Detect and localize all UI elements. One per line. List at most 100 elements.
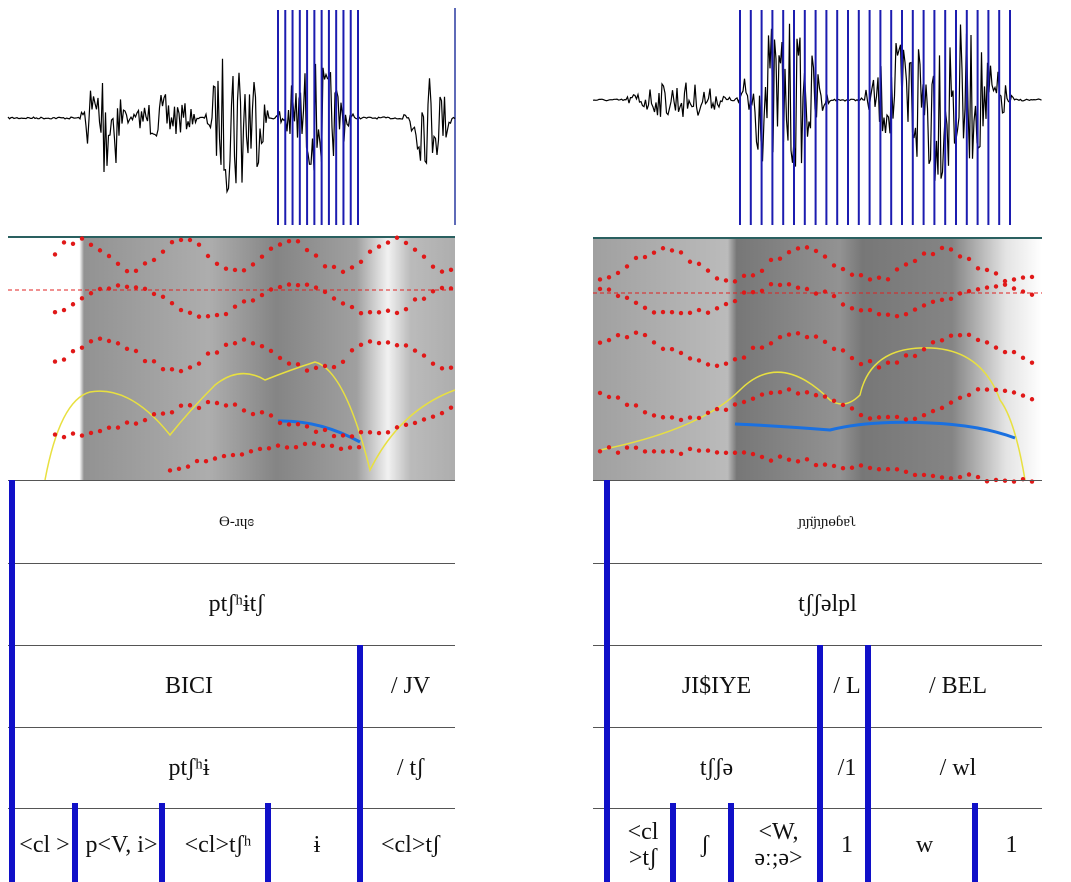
formant-dot xyxy=(948,296,954,302)
formant-dot xyxy=(241,408,247,413)
boundary xyxy=(72,803,78,882)
formant-dot xyxy=(930,473,936,479)
formant-dot xyxy=(248,449,254,454)
formant-dot xyxy=(293,444,299,450)
formant-dot xyxy=(331,264,337,270)
formant-dot xyxy=(196,361,202,366)
formant-dot xyxy=(768,458,774,463)
formant-dot xyxy=(993,271,999,276)
formant-dot xyxy=(696,307,702,313)
formant-dot xyxy=(975,287,981,292)
formant-dot xyxy=(347,445,353,450)
tier-label: ɲɲ̈ɲɲɵɓɐʅ xyxy=(798,513,857,530)
formant-dot xyxy=(214,312,220,318)
formant-dot xyxy=(939,338,945,343)
formant-dot xyxy=(615,270,621,276)
formant-dot xyxy=(1029,360,1035,365)
formant-dot xyxy=(1011,390,1017,395)
formant-dot xyxy=(777,282,783,288)
formant-dot xyxy=(840,402,846,408)
formant-dot xyxy=(250,341,256,346)
formant-dot xyxy=(61,240,67,245)
formant-dot xyxy=(448,365,454,370)
formant-dot xyxy=(232,341,238,346)
formant-dot xyxy=(329,443,335,449)
formant-dot xyxy=(822,394,828,399)
formant-dot xyxy=(295,283,301,288)
formant-dot xyxy=(439,269,445,274)
formant-dot xyxy=(894,313,900,319)
formant-dot xyxy=(678,350,684,356)
formant-dot xyxy=(430,414,436,419)
formant-dot xyxy=(804,286,810,292)
formant-dot xyxy=(376,244,382,249)
formant-dot xyxy=(687,415,693,420)
formant-dot xyxy=(70,241,76,246)
boundary xyxy=(670,803,676,882)
formant-dot xyxy=(714,276,720,281)
boundary xyxy=(865,645,871,882)
formant-dot xyxy=(430,361,436,366)
boundary xyxy=(817,645,823,882)
formant-dot xyxy=(678,310,684,316)
formant-dot xyxy=(178,307,184,313)
waveform xyxy=(592,23,1042,181)
formant-dot xyxy=(723,301,729,307)
tier-label: w xyxy=(915,832,934,858)
formant-dot xyxy=(795,285,801,290)
formant-dot xyxy=(858,463,864,468)
formant-dot xyxy=(714,363,720,368)
formant-dot xyxy=(275,443,281,448)
formant-dot xyxy=(894,360,900,365)
formant-dot xyxy=(241,337,247,342)
formant-dot xyxy=(250,298,256,303)
tier-label: ptʃʰɨtʃ xyxy=(208,591,265,617)
formant-dot xyxy=(687,446,693,452)
formant-dot xyxy=(642,305,648,311)
formant-dot xyxy=(912,353,918,359)
formant-dot xyxy=(331,433,337,439)
formant-dot xyxy=(115,261,121,266)
formant-dot xyxy=(187,365,193,370)
formant-dot xyxy=(966,256,972,262)
formant-dot xyxy=(385,308,391,313)
formant-dot xyxy=(1002,282,1008,287)
formant-dot xyxy=(232,402,238,407)
formant-dot xyxy=(768,341,774,346)
formant-dot xyxy=(214,261,220,266)
formant-dot xyxy=(660,449,666,454)
formant-dot xyxy=(448,405,454,410)
formant-dot xyxy=(804,245,810,250)
formant-dot xyxy=(52,252,58,257)
formant-dot xyxy=(885,360,891,365)
formant-dot xyxy=(912,416,918,422)
formant-dot xyxy=(642,410,648,415)
formant-dot xyxy=(151,257,157,263)
formant-dot xyxy=(975,337,981,343)
formant-dot xyxy=(223,403,229,408)
formant-dot xyxy=(412,420,418,426)
formant-dot xyxy=(230,452,236,458)
formant-dot xyxy=(651,413,657,418)
formant-dot xyxy=(750,396,756,401)
formant-dot xyxy=(660,415,666,420)
formant-dot xyxy=(696,358,702,363)
tier-label: <W, əː;ə> xyxy=(754,819,803,871)
formant-dot xyxy=(714,306,720,311)
formant-dot xyxy=(633,403,639,408)
formant-dot xyxy=(741,290,747,295)
formant-dot xyxy=(412,348,418,353)
formant-dot xyxy=(124,420,130,425)
formant-dot xyxy=(358,342,364,347)
formant-dot xyxy=(597,340,603,345)
formant-dot xyxy=(840,266,846,272)
formant-dot xyxy=(822,339,828,345)
formant-dot xyxy=(813,334,819,339)
formant-dot xyxy=(777,256,783,261)
formant-dot xyxy=(1011,349,1017,355)
formant-dot xyxy=(921,303,927,308)
formant-dot xyxy=(948,247,954,252)
formant-dot xyxy=(439,285,445,291)
formant-dot xyxy=(205,314,211,319)
formant-dot xyxy=(133,348,139,354)
